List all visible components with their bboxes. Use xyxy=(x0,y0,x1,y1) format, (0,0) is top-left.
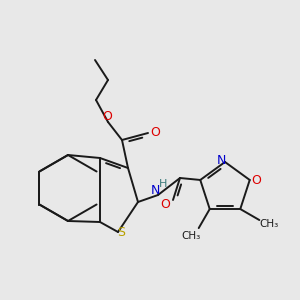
Text: O: O xyxy=(102,110,112,122)
Text: O: O xyxy=(160,199,170,212)
Text: O: O xyxy=(150,125,160,139)
Text: S: S xyxy=(117,226,125,239)
Text: H: H xyxy=(159,179,167,189)
Text: N: N xyxy=(216,154,226,167)
Text: O: O xyxy=(251,175,261,188)
Text: CH₃: CH₃ xyxy=(260,219,279,229)
Text: CH₃: CH₃ xyxy=(181,231,200,241)
Text: N: N xyxy=(150,184,160,197)
